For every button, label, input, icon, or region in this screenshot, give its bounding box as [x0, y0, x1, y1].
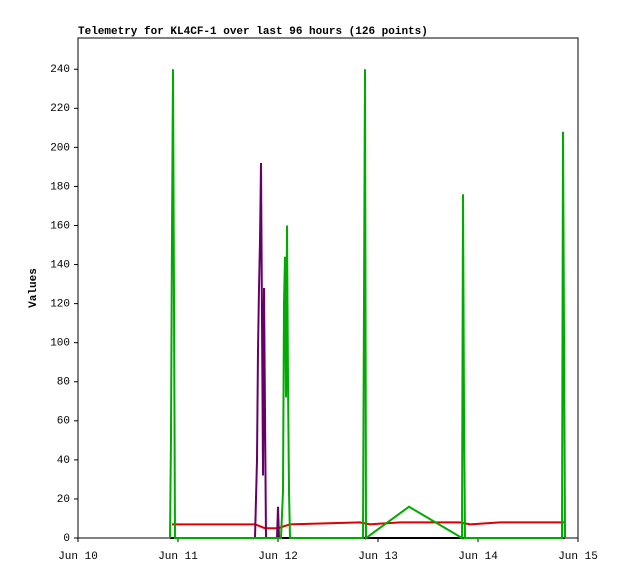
x-tick-label: Jun 15 [558, 551, 598, 563]
x-tick-label: Jun 13 [358, 551, 398, 563]
y-axis-label: Values [28, 268, 40, 308]
plot-frame [77, 37, 579, 539]
x-tick-label: Jun 10 [58, 551, 98, 563]
y-tick-label: 40 [57, 455, 70, 467]
y-tick-label: 140 [50, 259, 70, 271]
x-tick-label: Jun 11 [158, 551, 198, 563]
x-tick-label: Jun 14 [458, 551, 498, 563]
series-line [172, 521, 565, 530]
y-tick-label: 120 [50, 299, 70, 311]
y-tick-label: 220 [50, 103, 70, 115]
y-tick-label: 200 [50, 142, 70, 154]
chart-title: Telemetry for KL4CF-1 over last 96 hours… [78, 26, 428, 38]
y-tick-label: 160 [50, 220, 70, 232]
y-tick-label: 240 [50, 64, 70, 76]
y-tick-label: 180 [50, 181, 70, 193]
y-tick-label: 20 [57, 494, 70, 506]
x-tick-label: Jun 12 [258, 551, 298, 563]
series-line [169, 69, 566, 540]
series-line [254, 162, 280, 539]
y-tick-label: 0 [63, 533, 70, 545]
y-tick-label: 60 [57, 416, 70, 428]
y-tick-label: 100 [50, 338, 70, 350]
y-tick-label: 80 [57, 377, 70, 389]
